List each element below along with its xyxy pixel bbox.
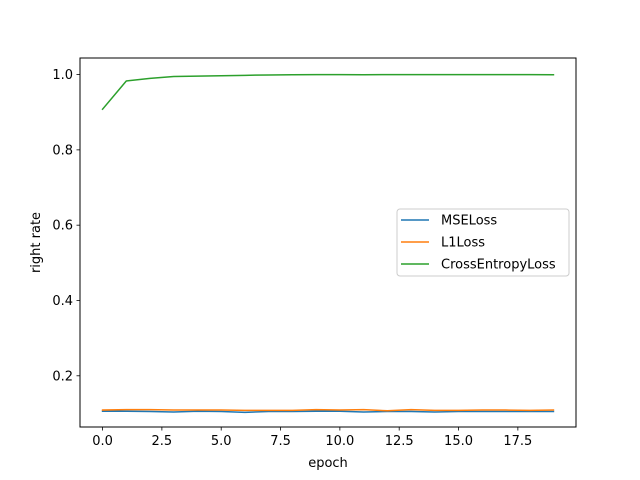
x-tick-label: 17.5 bbox=[503, 434, 532, 449]
x-tick-label: 10.0 bbox=[325, 434, 354, 449]
legend-label-crossentropyloss: CrossEntropyLoss bbox=[441, 258, 556, 273]
legend-box bbox=[396, 208, 570, 277]
plot-frame bbox=[79, 57, 577, 428]
legend-label-l1loss: L1Loss bbox=[441, 236, 485, 251]
x-axis-label: epoch bbox=[308, 456, 348, 471]
legend-label-mseloss: MSELoss bbox=[441, 214, 497, 229]
series-layer bbox=[101, 73, 555, 414]
x-tick-label: 15.0 bbox=[444, 434, 473, 449]
x-tick-label: 5.0 bbox=[211, 434, 232, 449]
series-line-l1loss bbox=[101, 408, 555, 412]
y-tick-label: 0.6 bbox=[52, 219, 73, 234]
series-line-crossentropyloss bbox=[101, 73, 555, 111]
y-tick-label: 0.2 bbox=[52, 369, 73, 384]
x-axis: 0.0 2.5 5.0 7.5 10.0 12.5 15.0 17.5 bbox=[92, 427, 532, 449]
x-tick-label: 7.5 bbox=[270, 434, 291, 449]
y-tick-label: 0.4 bbox=[52, 294, 73, 309]
y-tick-label: 1.0 bbox=[52, 68, 73, 83]
y-axis-label: right rate bbox=[29, 212, 44, 273]
y-axis: 0.2 0.4 0.6 0.8 1.0 bbox=[52, 68, 80, 384]
series-line-mseloss bbox=[101, 410, 555, 414]
x-tick-label: 2.5 bbox=[152, 434, 173, 449]
y-tick-label: 0.8 bbox=[52, 143, 73, 158]
x-tick-label: 12.5 bbox=[385, 434, 414, 449]
legend: MSELoss L1Loss CrossEntropyLoss bbox=[396, 208, 570, 277]
x-tick-label: 0.0 bbox=[92, 434, 113, 449]
